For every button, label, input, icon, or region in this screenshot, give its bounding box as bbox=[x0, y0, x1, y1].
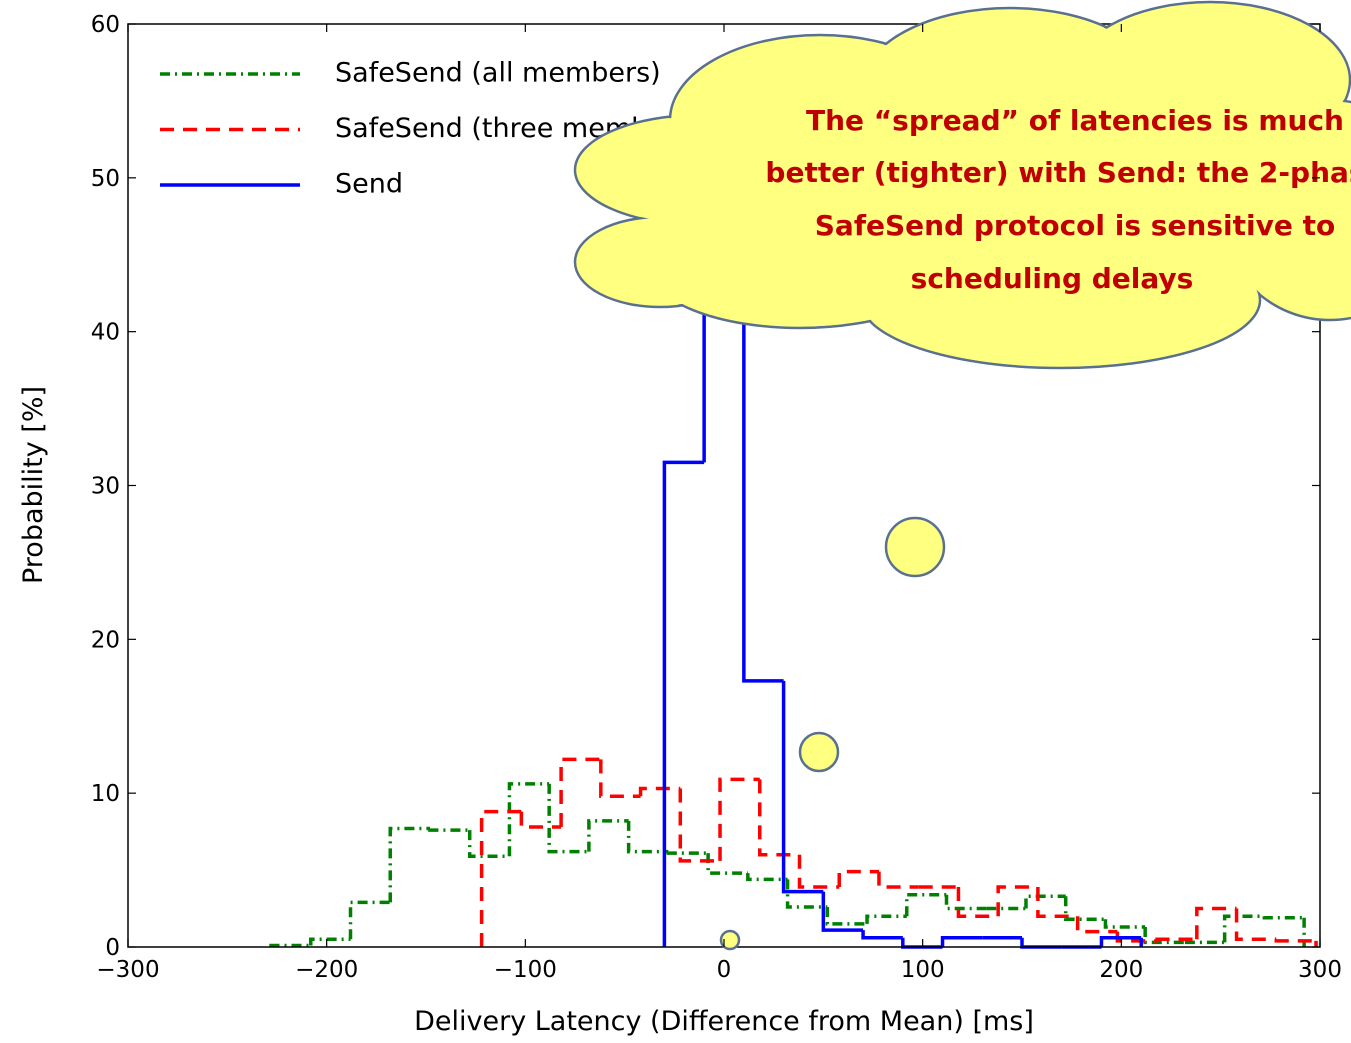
histogram-step bbox=[388, 826, 430, 903]
histogram-step bbox=[996, 885, 1038, 917]
x-tick-label: −300 bbox=[96, 957, 159, 983]
histogram-step bbox=[758, 779, 800, 857]
histogram-step bbox=[797, 854, 840, 889]
histogram-step bbox=[1036, 887, 1078, 918]
histogram-step bbox=[467, 830, 510, 858]
histogram-step bbox=[1155, 937, 1197, 942]
plot bbox=[269, 268, 1318, 949]
x-tick-label: 300 bbox=[1298, 957, 1342, 983]
histogram-step bbox=[746, 873, 788, 882]
legend-label: SafeSend (all members) bbox=[335, 58, 661, 89]
histogram-step bbox=[940, 936, 983, 947]
histogram-step bbox=[865, 914, 907, 924]
histogram-step bbox=[825, 907, 868, 926]
callout-cloud: The “spread” of latencies is much better… bbox=[573, 0, 1351, 951]
histogram-step bbox=[1103, 919, 1146, 929]
histogram-step bbox=[519, 811, 562, 829]
series bbox=[479, 757, 1318, 947]
histogram-step bbox=[428, 828, 470, 832]
histogram-step bbox=[559, 757, 601, 828]
x-tick-label: 200 bbox=[1099, 957, 1143, 983]
histogram-step bbox=[479, 809, 522, 947]
series bbox=[269, 782, 1306, 948]
histogram-step bbox=[1234, 908, 1277, 942]
histogram-step bbox=[666, 851, 709, 855]
histogram-step bbox=[861, 930, 903, 940]
histogram-step bbox=[1075, 916, 1118, 934]
x-tick-label: −100 bbox=[494, 957, 557, 983]
y-axis-label: Probability [%] bbox=[18, 386, 49, 584]
y-tick-label: 40 bbox=[91, 320, 120, 346]
histogram-step bbox=[821, 891, 864, 932]
annotation: better (tighter) with Send: the 2-phase bbox=[765, 156, 1351, 189]
x-tick-label: 0 bbox=[717, 957, 732, 983]
histogram-step bbox=[507, 782, 550, 857]
y-tick-label: 60 bbox=[91, 12, 120, 38]
histogram-step bbox=[1115, 931, 1158, 943]
histogram-step bbox=[877, 871, 919, 889]
histogram-step bbox=[599, 759, 641, 798]
histogram-step bbox=[785, 879, 828, 909]
x-tick-label: −200 bbox=[295, 957, 358, 983]
y-tick-label: 10 bbox=[91, 781, 120, 807]
histogram-step bbox=[678, 788, 721, 863]
histogram-step bbox=[309, 937, 351, 946]
histogram-step bbox=[1195, 906, 1237, 940]
y-tick-label: 50 bbox=[91, 166, 120, 192]
x-tick-label: 100 bbox=[901, 957, 945, 983]
y-tick-label: 30 bbox=[91, 474, 120, 500]
annotation: SafeSend protocol is sensitive to bbox=[815, 209, 1335, 242]
annotation: scheduling delays bbox=[911, 262, 1194, 295]
histogram-step bbox=[1274, 939, 1317, 943]
histogram-step bbox=[1063, 896, 1106, 922]
histogram-step bbox=[626, 820, 669, 854]
histogram-step bbox=[638, 786, 681, 797]
histogram-step bbox=[905, 892, 947, 917]
histogram-step bbox=[781, 680, 824, 894]
x-axis-label: Delivery Latency (Difference from Mean) … bbox=[414, 1006, 1034, 1037]
histogram-step bbox=[587, 819, 629, 852]
histogram-step bbox=[837, 869, 879, 888]
histogram-step bbox=[547, 783, 589, 854]
y-tick-label: 0 bbox=[105, 935, 120, 961]
histogram-step bbox=[1262, 916, 1305, 920]
histogram-step bbox=[742, 270, 784, 683]
y-tick-label: 20 bbox=[91, 627, 120, 653]
histogram-step bbox=[662, 460, 705, 947]
legend-label: Send bbox=[335, 169, 403, 200]
histogram-step bbox=[956, 887, 999, 918]
histogram-step bbox=[1143, 927, 1185, 945]
histogram-step bbox=[1024, 894, 1066, 909]
histogram-step bbox=[1222, 914, 1265, 943]
histogram-step bbox=[1099, 936, 1142, 947]
annotation: The “spread” of latencies is much bbox=[806, 104, 1344, 137]
histogram-step bbox=[718, 777, 760, 861]
histogram-step bbox=[944, 894, 987, 911]
